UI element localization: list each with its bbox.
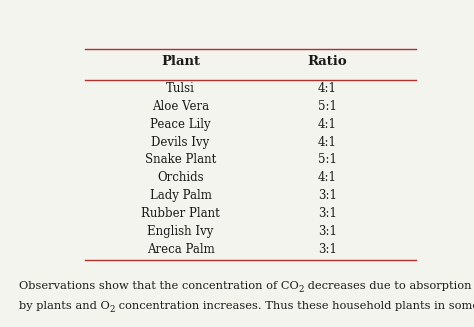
Text: 5:1: 5:1: [318, 100, 337, 113]
Text: Areca Palm: Areca Palm: [146, 243, 214, 256]
Text: 2: 2: [299, 285, 304, 294]
Text: English Ivy: English Ivy: [147, 225, 214, 238]
Text: Tulsi: Tulsi: [166, 82, 195, 95]
Text: Aloe Vera: Aloe Vera: [152, 100, 209, 113]
Text: 4:1: 4:1: [318, 82, 337, 95]
Text: 3:1: 3:1: [318, 243, 337, 256]
Text: decreases due to absorption: decreases due to absorption: [304, 282, 472, 291]
Text: 3:1: 3:1: [318, 189, 337, 202]
Text: 4:1: 4:1: [318, 136, 337, 148]
Text: 5:1: 5:1: [318, 153, 337, 166]
Text: by plants and O: by plants and O: [19, 301, 109, 311]
Text: 3:1: 3:1: [318, 207, 337, 220]
Text: 4:1: 4:1: [318, 118, 337, 131]
Text: 3:1: 3:1: [318, 225, 337, 238]
Text: Peace Lily: Peace Lily: [150, 118, 211, 131]
Text: Devils Ivy: Devils Ivy: [151, 136, 210, 148]
Text: Plant: Plant: [161, 55, 200, 68]
Text: Orchids: Orchids: [157, 171, 204, 184]
Text: 4:1: 4:1: [318, 171, 337, 184]
Text: Rubber Plant: Rubber Plant: [141, 207, 220, 220]
Text: Ratio: Ratio: [308, 55, 347, 68]
Text: Snake Plant: Snake Plant: [145, 153, 216, 166]
Text: concentration increases. Thus these household plants in some: concentration increases. Thus these hous…: [115, 301, 474, 311]
Text: 2: 2: [109, 305, 115, 314]
Text: Observations show that the concentration of CO: Observations show that the concentration…: [19, 282, 299, 291]
Text: Lady Palm: Lady Palm: [149, 189, 211, 202]
